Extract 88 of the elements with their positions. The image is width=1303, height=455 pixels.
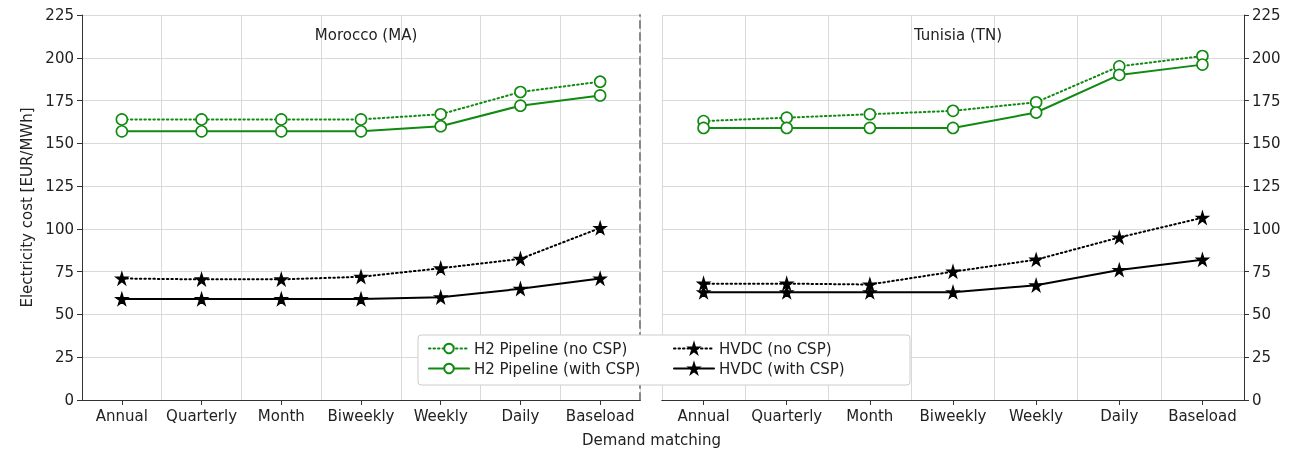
point	[946, 104, 960, 118]
y-tick-label: 25	[54, 348, 74, 367]
point	[115, 113, 129, 126]
point	[1029, 279, 1043, 292]
x-tick-label: Baseload	[1168, 406, 1237, 425]
legend-label: H2 Pipeline (with CSP)	[474, 359, 641, 378]
text: Morocco (MA)	[314, 25, 418, 44]
point	[1112, 231, 1126, 244]
legend-label: HVDC (with CSP)	[719, 359, 845, 378]
x-tick-label: Daily	[1100, 406, 1139, 425]
y-tick-label: 175	[1252, 91, 1281, 110]
point	[1029, 95, 1043, 109]
x-tick-label: Baseload	[565, 406, 635, 425]
y-tick-label: 0	[1252, 391, 1262, 409]
point	[354, 292, 368, 306]
y-axis-title: Electricity cost [EUR/MWh]	[17, 107, 36, 308]
point	[863, 278, 877, 291]
x-tick-label: Month	[257, 406, 305, 425]
y-tick-label: 50	[54, 305, 74, 324]
x-tick-label: Month	[846, 406, 894, 425]
x-tick-label: Quarterly	[166, 406, 238, 425]
y-tick-label: 25	[1252, 348, 1272, 367]
y-tick-label: 100	[1252, 219, 1281, 238]
point	[946, 285, 960, 299]
y-tick-label: 225	[1252, 6, 1281, 24]
point	[514, 99, 527, 112]
x-axis-title: Demand matching	[581, 430, 722, 449]
point	[434, 107, 448, 121]
point	[1196, 211, 1209, 225]
point	[275, 125, 288, 138]
y-tick-label: 150	[45, 134, 74, 153]
point	[946, 121, 960, 135]
point	[115, 125, 129, 138]
x-tick-label: Daily	[501, 406, 540, 425]
x-tick-label: Annual	[95, 406, 148, 425]
point	[434, 261, 448, 275]
point	[1196, 58, 1209, 71]
point	[780, 121, 794, 135]
point	[1029, 106, 1043, 119]
y-tick-label: 125	[1252, 177, 1281, 196]
point	[863, 107, 877, 121]
point	[593, 75, 607, 89]
y-tick-label: 0	[64, 391, 74, 409]
point	[354, 113, 368, 126]
point	[115, 292, 129, 306]
point	[593, 89, 607, 102]
x-tick-label: Weekly	[1009, 406, 1064, 425]
y-tick-label: 100	[45, 219, 74, 238]
y-tick-label: 75	[54, 262, 74, 281]
point	[514, 282, 527, 296]
point	[275, 113, 288, 126]
x-tick-label: Biweekly	[327, 406, 395, 425]
point	[1112, 263, 1126, 277]
point	[780, 277, 794, 290]
point	[946, 265, 960, 278]
point	[354, 270, 368, 284]
x-tick-label: Quarterly	[751, 406, 823, 425]
legend-label: HVDC (no CSP)	[719, 339, 832, 358]
point	[593, 221, 607, 235]
y-tick-label: 75	[1252, 262, 1272, 281]
x-tick-label: Weekly	[413, 406, 468, 425]
point	[697, 121, 710, 135]
x-tick-label: Annual	[677, 406, 730, 425]
point	[274, 292, 288, 306]
legend-label: H2 Pipeline (no CSP)	[474, 339, 628, 358]
point	[195, 113, 208, 126]
y-tick-label: 150	[1252, 134, 1281, 153]
point	[274, 273, 288, 286]
y-tick-label: 200	[1252, 48, 1281, 67]
point	[514, 85, 527, 99]
y-tick-label: 225	[45, 6, 74, 24]
point	[1113, 68, 1126, 82]
point	[780, 111, 794, 124]
point	[195, 292, 208, 306]
point	[593, 272, 607, 285]
y-tick-label: 125	[45, 177, 74, 196]
point	[354, 125, 368, 138]
point	[1029, 253, 1043, 266]
point	[434, 119, 448, 133]
point	[115, 272, 129, 285]
y-tick-label: 175	[45, 91, 74, 110]
point	[195, 125, 208, 138]
y-tick-label: 200	[45, 48, 74, 67]
point	[863, 121, 877, 135]
text: Tunisia (TN)	[912, 25, 1003, 44]
x-tick-label: Biweekly	[919, 406, 987, 425]
y-tick-label: 50	[1252, 305, 1272, 324]
point	[434, 291, 448, 304]
